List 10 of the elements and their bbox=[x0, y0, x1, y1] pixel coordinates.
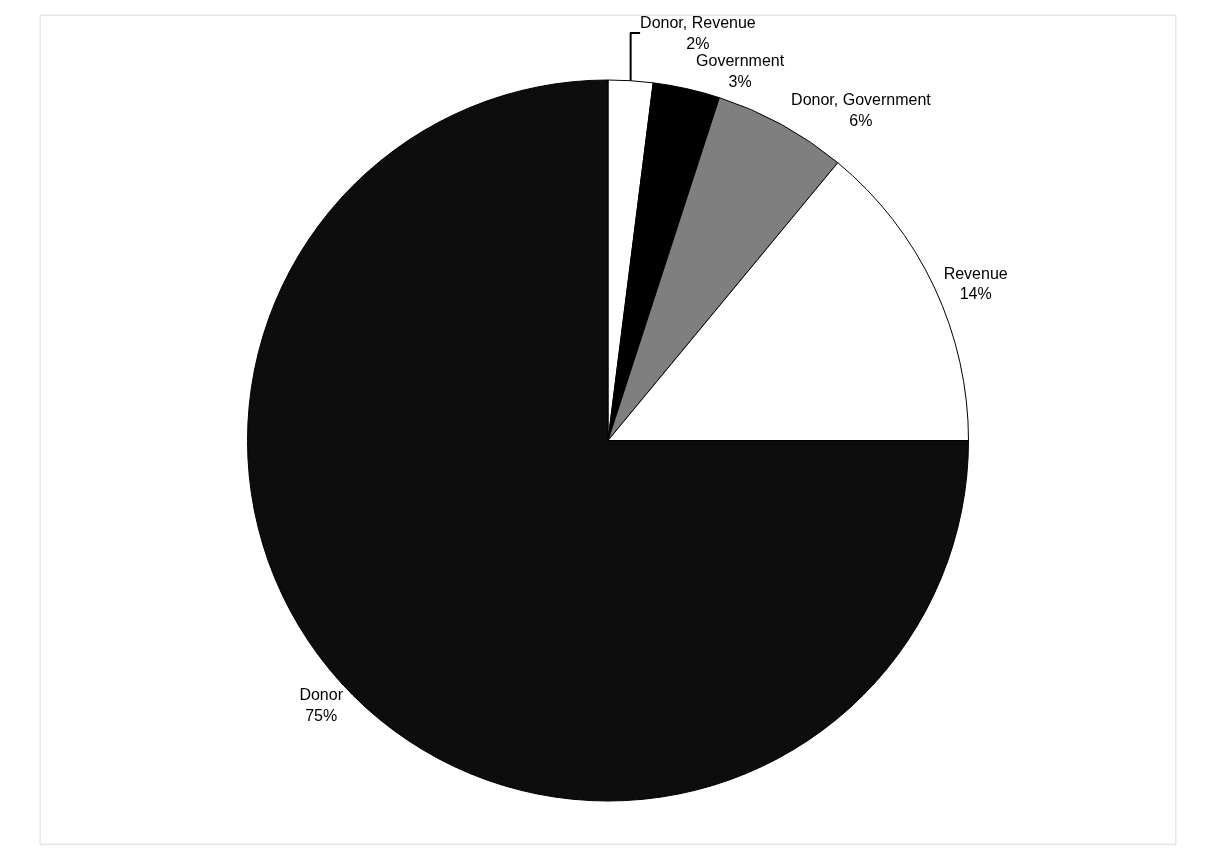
slice-label: Revenue bbox=[943, 264, 1008, 282]
slice-label: Donor, Government bbox=[791, 91, 932, 109]
data-label: 6% bbox=[849, 111, 873, 129]
slice-label: Donor, Revenue bbox=[640, 13, 756, 31]
data-label: 2% bbox=[686, 34, 710, 52]
data-label: 3% bbox=[728, 72, 752, 90]
data-label: 75% bbox=[305, 706, 338, 724]
slice-label: Government bbox=[696, 51, 785, 69]
slice-label: Donor bbox=[299, 685, 344, 703]
data-label: 14% bbox=[959, 285, 992, 303]
